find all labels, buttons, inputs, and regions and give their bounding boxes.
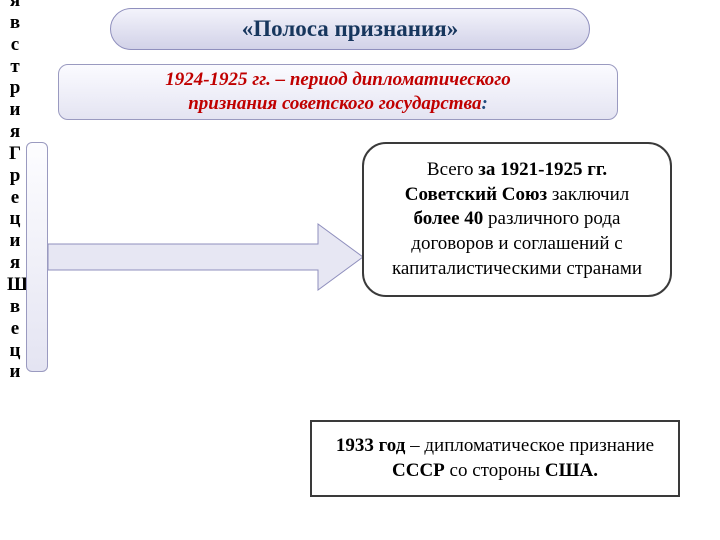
slide-title: «Полоса признания» [110,8,590,50]
slide-title-text: «Полоса признания» [242,16,458,42]
connector-arrow [48,220,363,294]
arrow-icon [48,220,363,294]
period-callout-text: 1924-1925 гг. – период дипломатического … [165,68,511,116]
footnote-box: 1933 год – дипломатическое признание ССС… [310,420,680,497]
summary-bubble: Всего за 1921-1925 гг. Советский Союз за… [362,142,672,297]
left-countries-box [26,142,48,372]
period-callout: 1924-1925 гг. – период дипломатического … [58,64,618,120]
vertical-countries-fragment: явстрияГрецияШвеци [7,0,23,383]
